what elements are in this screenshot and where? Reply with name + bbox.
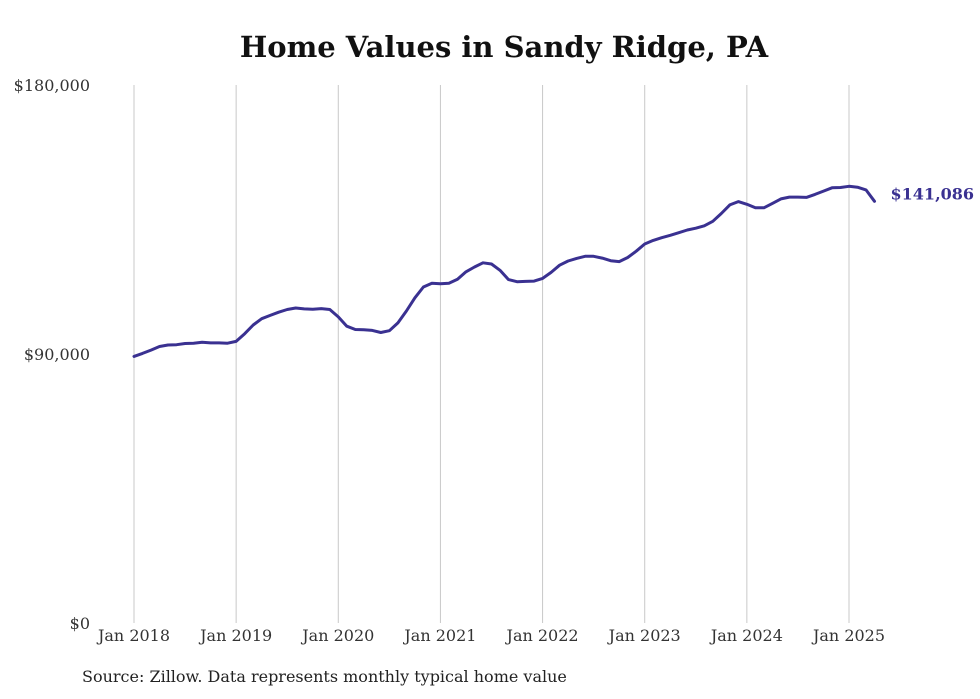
end-value-label: $141,086 [891,184,975,203]
y-tick-label: $90,000 [24,345,90,364]
y-axis-ticks: $0 $90,000 $180,000 [14,76,90,633]
chart-title: Home Values in Sandy Ridge, PA [239,30,769,64]
y-tick-label: $180,000 [14,76,90,95]
x-tick-label: Jan 2020 [300,626,374,645]
x-tick-label: Jan 2025 [811,626,885,645]
x-axis-ticks: Jan 2018 Jan 2019 Jan 2020 Jan 2021 Jan 2022… [96,626,885,645]
x-tick-label: Jan 2024 [709,626,783,645]
x-tick-label: Jan 2021 [402,626,476,645]
y-tick-label: $0 [70,614,90,633]
chart-svg: $0$90,000$180,000 Jan 2018 Jan 2019 Jan 20… [14,76,975,645]
home-value-line [132,184,876,358]
gridlines [133,85,850,623]
x-tick-label: Jan 2018 [96,626,170,645]
source-note: Source: Zillow. Data represents monthly … [82,667,567,686]
x-tick-label: Jan 2023 [607,626,681,645]
x-tick-label: Jan 2022 [505,626,579,645]
x-tick-label: Jan 2019 [198,626,272,645]
